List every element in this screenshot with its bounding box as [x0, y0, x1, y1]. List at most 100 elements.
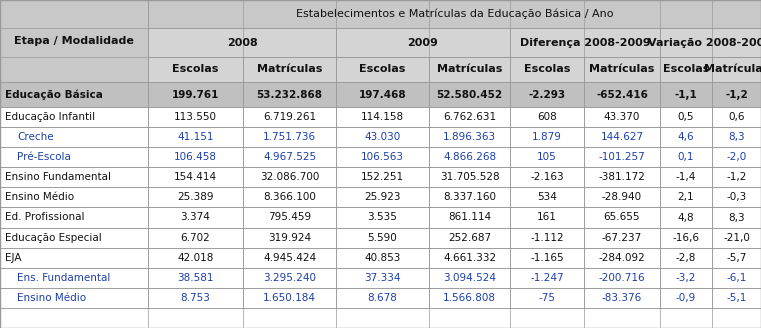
Text: -21,0: -21,0: [723, 233, 750, 243]
Bar: [660, 107, 712, 127]
Bar: [148, 248, 243, 268]
Text: 105: 105: [537, 152, 557, 162]
Text: 2009: 2009: [408, 37, 438, 48]
Bar: [148, 107, 243, 127]
Bar: [712, 147, 761, 167]
Bar: [336, 147, 429, 167]
Bar: [336, 167, 429, 187]
Bar: [148, 0, 761, 28]
Text: -6,1: -6,1: [726, 273, 747, 283]
Bar: [660, 187, 712, 207]
Bar: [712, 248, 761, 268]
Text: Matrículas: Matrículas: [437, 65, 502, 74]
Text: -1,4: -1,4: [676, 172, 696, 182]
Bar: [429, 207, 510, 228]
Bar: [429, 248, 510, 268]
Bar: [0, 107, 148, 127]
Bar: [660, 28, 761, 57]
Bar: [510, 248, 584, 268]
Bar: [584, 268, 660, 288]
Bar: [660, 207, 712, 228]
Bar: [429, 187, 510, 207]
Bar: [429, 288, 510, 308]
Text: 8.337.160: 8.337.160: [443, 193, 496, 202]
Bar: [660, 82, 712, 107]
Bar: [510, 28, 660, 57]
Bar: [660, 228, 712, 248]
Bar: [712, 127, 761, 147]
Bar: [584, 248, 660, 268]
Bar: [510, 82, 584, 107]
Text: 37.334: 37.334: [365, 273, 401, 283]
Bar: [148, 207, 243, 228]
Bar: [243, 288, 336, 308]
Bar: [148, 147, 243, 167]
Bar: [584, 107, 660, 127]
Bar: [0, 288, 148, 308]
Bar: [243, 107, 336, 127]
Text: 1.650.184: 1.650.184: [263, 293, 316, 303]
Bar: [660, 127, 712, 147]
Text: 43.030: 43.030: [365, 132, 400, 142]
Bar: [660, 147, 712, 167]
Text: -652.416: -652.416: [596, 90, 648, 99]
Text: 3.535: 3.535: [368, 213, 397, 222]
Bar: [243, 167, 336, 187]
Bar: [148, 167, 243, 187]
Text: 25.389: 25.389: [177, 193, 214, 202]
Bar: [0, 82, 148, 107]
Bar: [584, 288, 660, 308]
Bar: [660, 167, 712, 187]
Bar: [510, 268, 584, 288]
Bar: [336, 187, 429, 207]
Text: 795.459: 795.459: [268, 213, 311, 222]
Bar: [243, 268, 336, 288]
Bar: [336, 127, 429, 147]
Text: -5,7: -5,7: [726, 253, 747, 263]
Text: 38.581: 38.581: [177, 273, 214, 283]
Bar: [243, 127, 336, 147]
Text: Matrículas: Matrículas: [256, 65, 322, 74]
Bar: [712, 207, 761, 228]
Text: Ensino Médio: Ensino Médio: [5, 193, 74, 202]
Bar: [510, 288, 584, 308]
Bar: [243, 147, 336, 167]
Text: 8.678: 8.678: [368, 293, 397, 303]
Bar: [429, 107, 510, 127]
Text: 25.923: 25.923: [365, 193, 401, 202]
Text: Creche: Creche: [17, 132, 53, 142]
Bar: [0, 127, 148, 147]
Text: -1.247: -1.247: [530, 273, 564, 283]
Text: Ed. Profissional: Ed. Profissional: [5, 213, 84, 222]
Bar: [510, 107, 584, 127]
Bar: [712, 268, 761, 288]
Text: 3.374: 3.374: [180, 213, 211, 222]
Text: 319.924: 319.924: [268, 233, 311, 243]
Text: 197.468: 197.468: [358, 90, 406, 99]
Text: Ensino Médio: Ensino Médio: [17, 293, 86, 303]
Bar: [148, 187, 243, 207]
Text: 4,8: 4,8: [678, 213, 694, 222]
Text: Estabelecimentos e Matrículas da Educação Básica / Ano: Estabelecimentos e Matrículas da Educaçã…: [296, 9, 613, 19]
Bar: [148, 28, 336, 57]
Text: 6.762.631: 6.762.631: [443, 112, 496, 122]
Text: 52.580.452: 52.580.452: [437, 90, 502, 99]
Text: 1.751.736: 1.751.736: [263, 132, 316, 142]
Text: 0,6: 0,6: [728, 112, 745, 122]
Bar: [0, 207, 148, 228]
Bar: [660, 248, 712, 268]
Bar: [0, 167, 148, 187]
Text: 4.967.525: 4.967.525: [263, 152, 316, 162]
Text: -2,8: -2,8: [676, 253, 696, 263]
Text: 2008: 2008: [227, 37, 257, 48]
Text: -5,1: -5,1: [726, 293, 747, 303]
Text: Escolas: Escolas: [524, 65, 570, 74]
Text: -1.112: -1.112: [530, 233, 564, 243]
Text: 0,5: 0,5: [678, 112, 694, 122]
Bar: [148, 268, 243, 288]
Text: 154.414: 154.414: [174, 172, 217, 182]
Text: 114.158: 114.158: [361, 112, 404, 122]
Text: 3.094.524: 3.094.524: [443, 273, 496, 283]
Bar: [243, 57, 336, 82]
Bar: [336, 268, 429, 288]
